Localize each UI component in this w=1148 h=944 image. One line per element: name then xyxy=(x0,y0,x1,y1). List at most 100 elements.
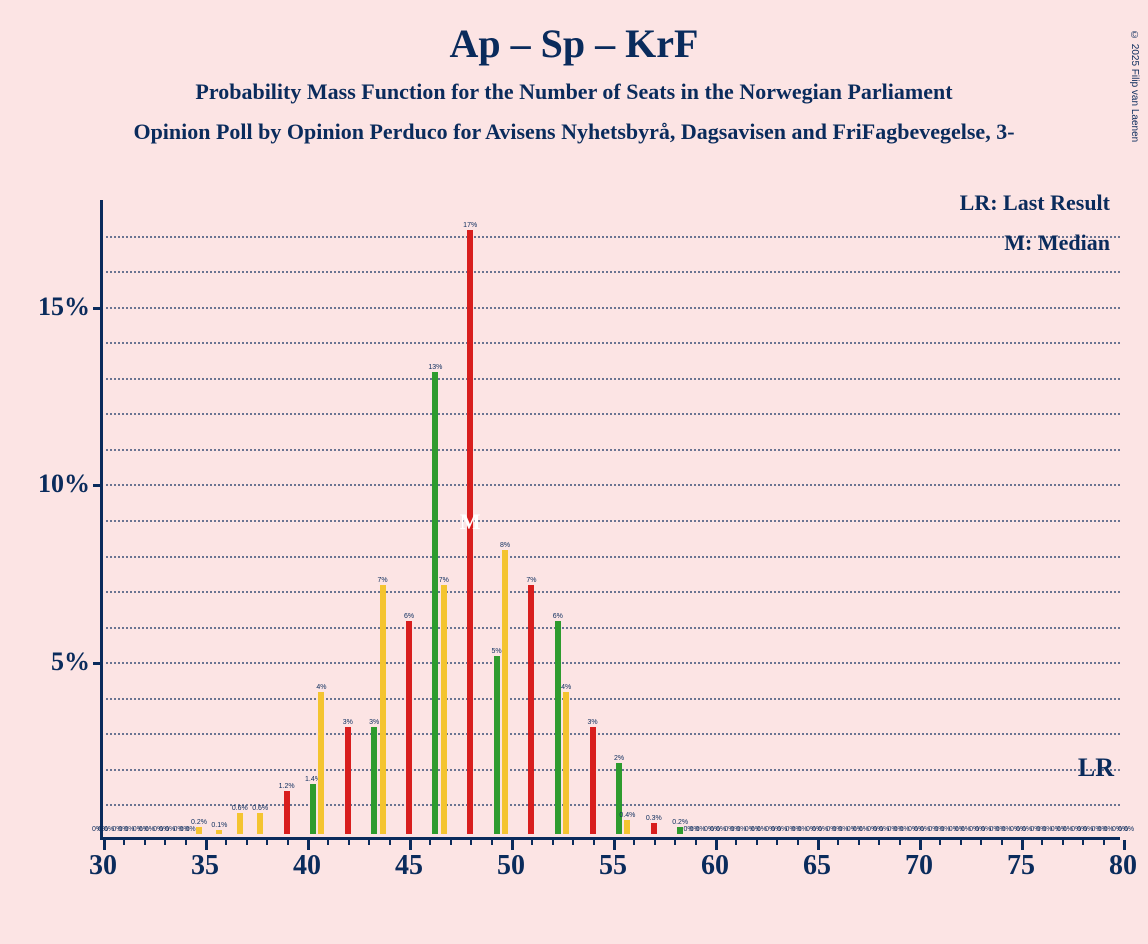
bar-label: 0% xyxy=(1124,826,1134,833)
x-tick xyxy=(695,840,697,845)
bar-label: 7% xyxy=(378,577,388,584)
gridline xyxy=(106,413,1120,415)
bar-yellow xyxy=(624,820,630,834)
gridline xyxy=(106,307,1120,309)
x-tick xyxy=(878,840,880,845)
x-tick xyxy=(797,840,799,845)
bar-yellow xyxy=(257,813,263,834)
gridline xyxy=(106,662,1120,664)
bar-green xyxy=(371,727,377,834)
bar-label: 0% xyxy=(186,826,196,833)
chart-subtitle: Probability Mass Function for the Number… xyxy=(0,79,1148,105)
x-tick-label: 75 xyxy=(1007,850,1035,882)
bar-red xyxy=(590,727,596,834)
bar-label: 0.4% xyxy=(619,812,635,819)
x-tick xyxy=(327,840,329,845)
bar-label: 2% xyxy=(614,755,624,762)
bar-yellow xyxy=(441,585,447,834)
bar-red xyxy=(345,727,351,834)
bar-red xyxy=(651,823,657,834)
x-tick xyxy=(307,840,310,850)
bar-label: 7% xyxy=(526,577,536,584)
gridline xyxy=(106,271,1120,273)
bar-label: 1.2% xyxy=(279,783,295,790)
bar-label: 0.2% xyxy=(191,819,207,826)
x-tick xyxy=(185,840,187,845)
x-tick xyxy=(613,840,616,850)
x-tick xyxy=(1123,840,1126,850)
bar-label: 4% xyxy=(561,684,571,691)
gridline xyxy=(106,769,1120,771)
x-tick xyxy=(409,840,412,850)
chart-subtitle2: Opinion Poll by Opinion Perduco for Avis… xyxy=(0,119,1148,145)
gridline xyxy=(106,627,1120,629)
x-tick xyxy=(246,840,248,845)
x-tick xyxy=(919,840,922,850)
x-tick xyxy=(450,840,452,845)
plot-area: 5%10%15%30354045505560657075800%0%0%0%0%… xyxy=(100,200,1120,840)
bar-label: 5% xyxy=(492,648,502,655)
chart-title: Ap – Sp – KrF xyxy=(0,20,1148,67)
bar-green xyxy=(310,784,316,834)
x-tick xyxy=(1041,840,1043,845)
bar-label: 8% xyxy=(500,542,510,549)
x-tick xyxy=(552,840,554,845)
chart-area: 5%10%15%30354045505560657075800%0%0%0%0%… xyxy=(100,200,1120,840)
bar-red xyxy=(284,791,290,834)
bar-label: 17% xyxy=(463,222,477,229)
x-tick xyxy=(287,840,289,845)
bar-label: 0.6% xyxy=(252,805,268,812)
bar-label: 4% xyxy=(316,684,326,691)
bar-label: 3% xyxy=(369,719,379,726)
bar-green xyxy=(494,656,500,834)
bar-red xyxy=(528,585,534,834)
y-tick-label: 15% xyxy=(38,292,90,322)
x-tick xyxy=(429,840,431,845)
bar-label: 3% xyxy=(588,719,598,726)
x-tick xyxy=(593,840,595,845)
x-tick-label: 40 xyxy=(293,850,321,882)
x-tick xyxy=(470,840,472,845)
x-tick xyxy=(939,840,941,845)
bar-label: 0.2% xyxy=(672,819,688,826)
x-tick xyxy=(674,840,676,845)
x-tick xyxy=(1062,840,1064,845)
bar-label: 0.3% xyxy=(646,815,662,822)
gridline xyxy=(106,484,1120,486)
lr-label: LR xyxy=(1078,753,1114,783)
x-tick xyxy=(837,840,839,845)
x-tick xyxy=(511,840,514,850)
bar-label: 13% xyxy=(428,364,442,371)
x-tick xyxy=(531,840,533,845)
x-tick xyxy=(1082,840,1084,845)
x-tick xyxy=(858,840,860,845)
x-tick xyxy=(715,840,718,850)
y-tick-label: 5% xyxy=(51,647,90,677)
gridline xyxy=(106,698,1120,700)
x-tick xyxy=(776,840,778,845)
x-tick-label: 70 xyxy=(905,850,933,882)
bar-yellow xyxy=(380,585,386,834)
x-tick-label: 55 xyxy=(599,850,627,882)
x-tick xyxy=(633,840,635,845)
x-tick xyxy=(164,840,166,845)
bar-yellow xyxy=(318,692,324,834)
x-tick xyxy=(756,840,758,845)
y-tick xyxy=(93,484,103,487)
copyright-text: © 2025 Filip van Laenen xyxy=(1129,30,1140,142)
bar-yellow xyxy=(216,830,222,834)
gridline xyxy=(106,342,1120,344)
bar-label: 7% xyxy=(439,577,449,584)
y-tick xyxy=(93,307,103,310)
x-tick-label: 50 xyxy=(497,850,525,882)
bar-label: 6% xyxy=(553,613,563,620)
bar-label: 3% xyxy=(343,719,353,726)
x-tick xyxy=(899,840,901,845)
gridline xyxy=(106,733,1120,735)
x-tick xyxy=(960,840,962,845)
bar-red xyxy=(406,621,412,834)
x-tick xyxy=(491,840,493,845)
bar-green xyxy=(432,372,438,834)
x-tick xyxy=(1103,840,1105,845)
x-tick-label: 35 xyxy=(191,850,219,882)
